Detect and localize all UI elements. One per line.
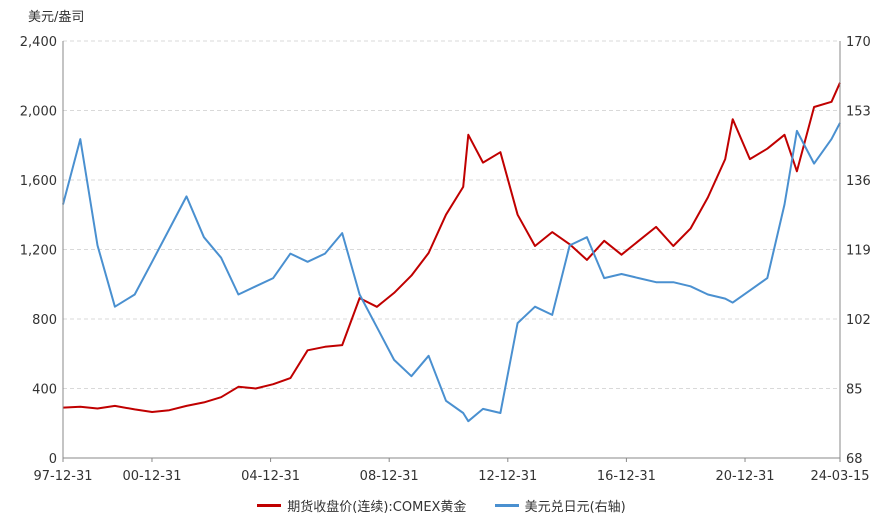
x-tick-label: 24-03-15 — [810, 469, 869, 484]
y-right-tick-label: 102 — [846, 313, 871, 328]
legend: 期货收盘价(连续):COMEX黄金 美元兑日元(右轴) — [0, 496, 883, 515]
y-left-tick-label: 1,600 — [20, 174, 57, 189]
series-layer — [62, 82, 841, 423]
legend-item-usdjpy: 美元兑日元(右轴) — [494, 496, 626, 515]
x-tick-label: 20-12-31 — [716, 469, 775, 484]
x-tick-label: 12-12-31 — [478, 469, 537, 484]
legend-label-gold: 期货收盘价(连续):COMEX黄金 — [287, 500, 467, 515]
y-right-tick-label: 119 — [846, 244, 871, 259]
y-right-tick-label: 153 — [846, 105, 871, 120]
x-tick-label: 00-12-31 — [122, 469, 181, 484]
x-tick-label: 04-12-31 — [241, 469, 300, 484]
y-left-tick-label: 2,400 — [20, 35, 57, 50]
x-tick-label: 08-12-31 — [360, 469, 419, 484]
x-tick-label: 97-12-31 — [33, 469, 92, 484]
x-tick-label: 16-12-31 — [597, 469, 656, 484]
legend-item-gold: 期货收盘价(连续):COMEX黄金 — [257, 496, 466, 515]
y-left-tick-label: 400 — [32, 383, 57, 398]
series-line-usdjpy — [62, 122, 841, 423]
left-axis-unit-label: 美元/盎司 — [28, 10, 85, 25]
legend-label-usdjpy: 美元兑日元(右轴) — [524, 500, 626, 515]
y-right-tick-label: 85 — [846, 383, 863, 398]
legend-swatch-usdjpy — [494, 504, 519, 507]
y-left-tick-label: 2,000 — [20, 105, 57, 120]
series-line-gold — [62, 82, 841, 413]
y-right-tick-label: 136 — [846, 174, 871, 189]
legend-swatch-gold — [257, 504, 282, 507]
y-left-tick-label: 800 — [32, 313, 57, 328]
y-right-tick-label: 68 — [846, 452, 863, 467]
y-right-tick-label: 170 — [846, 35, 871, 50]
grid-layer — [63, 40, 840, 389]
axis-layer: 0 68 400 85 800 102 1,200 119 1,600 136 2,000 153 2,… — [20, 35, 871, 484]
y-left-tick-label: 0 — [49, 452, 57, 467]
y-left-tick-label: 1,200 — [20, 244, 57, 259]
